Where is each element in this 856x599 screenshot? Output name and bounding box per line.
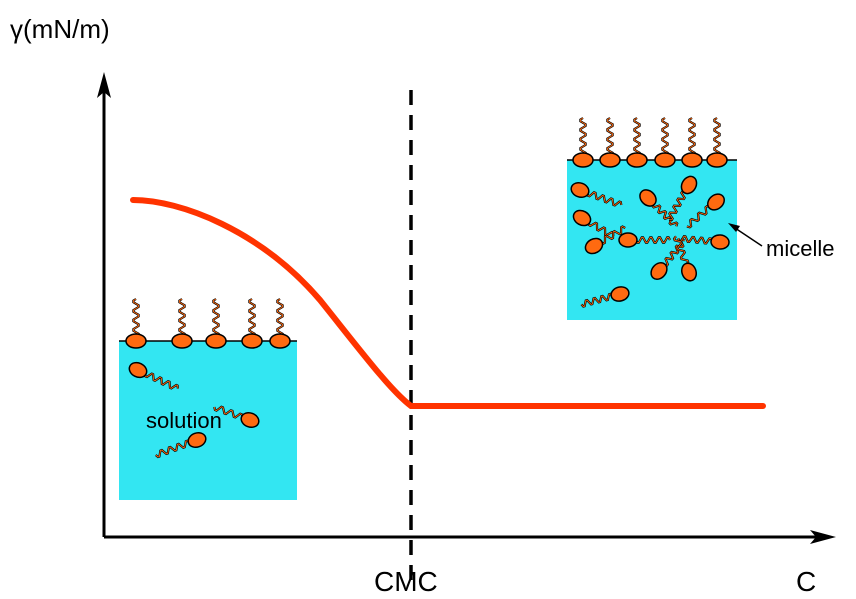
surfactant-tail-highlight bbox=[661, 117, 669, 157]
surfactant-tail-highlight bbox=[276, 298, 284, 338]
surfactant-head bbox=[125, 333, 147, 349]
surfactant-head bbox=[599, 152, 621, 168]
surfactant-head bbox=[572, 152, 594, 168]
solution-inset bbox=[119, 298, 297, 500]
surfactant-head bbox=[707, 193, 725, 211]
surfactant-tail-highlight bbox=[144, 373, 179, 389]
surfactant-tail-highlight bbox=[606, 117, 614, 157]
surfactant-head bbox=[240, 411, 260, 429]
surface-tension-curve bbox=[130, 197, 766, 409]
surfactant-head bbox=[680, 175, 698, 195]
surfactant-tail-highlight bbox=[652, 203, 678, 227]
y-axis-label: γ(mN/m) bbox=[10, 14, 110, 44]
surfactant-tail-highlight bbox=[664, 239, 685, 266]
surfactant-tail-highlight bbox=[581, 293, 613, 307]
x-axis-label: C bbox=[796, 566, 816, 597]
surfactant-tail-highlight bbox=[673, 236, 689, 265]
surfactant-head bbox=[269, 333, 291, 349]
surfactant-head bbox=[584, 237, 604, 255]
surfactant-tail-highlight bbox=[579, 117, 587, 157]
surfactant-tail-highlight bbox=[600, 225, 626, 245]
surfactant-head bbox=[128, 361, 148, 379]
surfactant-tail-highlight bbox=[713, 117, 721, 157]
water-box bbox=[119, 341, 297, 500]
surfactant-head bbox=[610, 286, 630, 302]
surfactant-head bbox=[241, 333, 263, 349]
surfactant-tail-highlight bbox=[686, 205, 711, 228]
surfactant-head bbox=[710, 234, 730, 250]
surfactant-tail-highlight bbox=[587, 191, 622, 206]
surfactant-tail-highlight bbox=[155, 440, 190, 458]
micelle-inset bbox=[567, 117, 737, 320]
surfactant-head bbox=[572, 209, 592, 227]
surfactant-head bbox=[171, 333, 193, 349]
surfactant-tail-highlight bbox=[212, 298, 220, 338]
surfactant-head bbox=[654, 152, 676, 168]
surfactant-tail-highlight bbox=[668, 191, 686, 221]
surfactant-tail-highlight bbox=[635, 236, 671, 244]
surfactant-head bbox=[639, 189, 657, 207]
surfactant-tail-highlight bbox=[178, 298, 186, 338]
solution-label: solution bbox=[146, 408, 222, 433]
surfactant-head bbox=[618, 232, 638, 248]
x-axis-arrow-icon bbox=[810, 530, 836, 544]
surfactant-head bbox=[681, 152, 703, 168]
surfactant-tail-highlight bbox=[588, 221, 614, 237]
surfactant-tail-highlight bbox=[248, 298, 256, 338]
y-axis-arrow-icon bbox=[97, 72, 111, 98]
surfactant-tail-highlight bbox=[213, 406, 243, 418]
micelle-pointer-arrow-icon bbox=[728, 223, 740, 232]
surfactant-head bbox=[187, 431, 207, 449]
surfactant-head bbox=[570, 181, 590, 199]
micelle-label: micelle bbox=[766, 236, 834, 261]
cmc-label: CMC bbox=[374, 566, 438, 597]
surfactant-head bbox=[626, 152, 648, 168]
surfactant-tail-highlight bbox=[677, 235, 713, 244]
surfactant-tail-highlight bbox=[688, 117, 696, 157]
surfactant-tail-highlight bbox=[633, 117, 641, 157]
surfactant-head bbox=[205, 333, 227, 349]
surfactant-head bbox=[706, 152, 728, 168]
surfactant-tail-highlight bbox=[132, 298, 140, 338]
surfactant-head bbox=[680, 262, 698, 282]
surfactant-head bbox=[650, 262, 668, 280]
